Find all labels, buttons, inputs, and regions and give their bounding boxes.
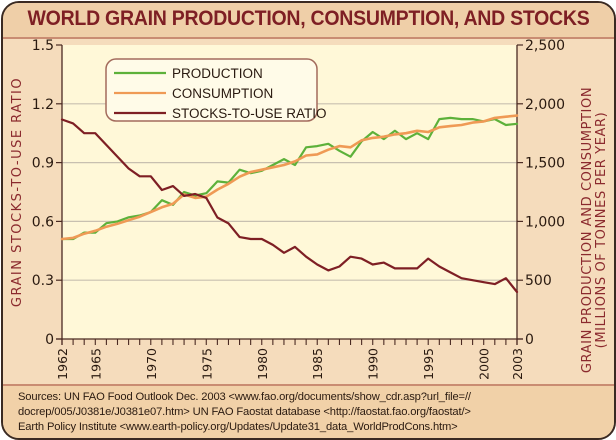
y-axis-right-title-line1: GRAIN PRODUCTION AND CONSUMPTION [580,87,595,373]
series-group [60,114,519,294]
x-tick-label: 1995 [421,348,436,380]
y-right-tick-label: 500 [525,273,552,289]
chart-title: WORLD GRAIN PRODUCTION, CONSUMPTION, AND… [27,7,590,30]
x-tick-label: 1985 [310,348,325,380]
y-right-tick-label: 0 [525,332,534,348]
x-tick-label: 1980 [255,348,270,380]
source-line-2: docrep/005/J0381e/J0381e07.htm> UN FAO F… [18,406,471,418]
y-right-tick-label: 2,000 [525,97,565,113]
x-tick-label: 1962 [55,348,70,380]
axes [56,45,523,345]
x-tick-label: 1990 [366,348,381,380]
legend: PRODUCTION CONSUMPTION STOCKS-TO-USE RAT… [105,58,327,122]
y-right-tick-label: 2,500 [525,38,565,54]
legend-label-stocks: STOCKS-TO-USE RATIO [172,106,327,121]
legend-box [105,58,318,122]
legend-label-production: PRODUCTION [172,66,263,81]
y-axis-right-title-line2: (MILLIONS OF TONNES PER YEAR) [594,112,609,349]
title-bar: WORLD GRAIN PRODUCTION, CONSUMPTION, AND… [3,3,614,39]
y-left-tick-label: 0.9 [32,156,54,172]
series-line-consumption [60,114,519,241]
source-line-3: Earth Policy Institute <www.earth-policy… [18,421,458,433]
y-left-tick-label: 1.5 [32,38,54,54]
source-line-1: Sources: UN FAO Food Outlook Dec. 2003 <… [18,391,471,403]
y-right-tick-label: 1,000 [525,214,565,230]
sources-footer: Sources: UN FAO Food Outlook Dec. 2003 <… [3,384,614,438]
ticks: 0 0.3 0.6 0.9 1.2 1.5 0 500 1,000 1,500 2,000 2,500… [32,38,565,380]
y-axis-left-title: GRAIN STOCKS-TO-USE RATIO [10,77,25,307]
y-left-tick-label: 0 [45,332,54,348]
x-tick-label: 1970 [144,348,159,380]
series-line-stocks [60,118,519,294]
y-left-tick-label: 0.3 [32,273,54,289]
x-tick-label: 2003 [510,348,525,380]
x-tick-label: 2000 [477,348,492,380]
legend-label-consumption: CONSUMPTION [172,86,273,101]
x-tick-label: 1975 [199,348,214,380]
y-left-tick-label: 1.2 [32,97,54,113]
x-tick-label: 1965 [88,348,103,380]
y-right-tick-label: 1,500 [525,156,565,172]
y-left-tick-label: 0.6 [32,214,54,230]
